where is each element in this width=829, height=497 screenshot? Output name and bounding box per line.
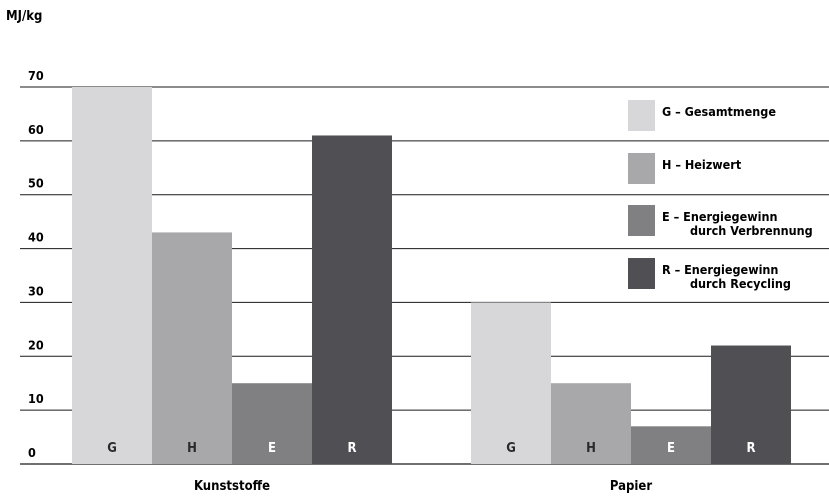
bar-h-papier (551, 383, 631, 464)
bar-letter-label: R (347, 441, 356, 456)
y-tick-label: 60 (28, 122, 44, 137)
y-tick-label: 50 (28, 176, 44, 191)
bar-letter-label: E (667, 441, 675, 456)
bar-g-papier (471, 302, 551, 464)
legend-swatch-h (628, 153, 655, 184)
bars: G GH HE ER R (72, 87, 791, 464)
legend-label: G – Gesamtmenge (662, 104, 776, 119)
group-label: Kunststoffe (194, 479, 270, 494)
bar-letter-label: R (746, 441, 755, 456)
bar-h-kunststoffe (152, 232, 232, 464)
y-tick-label: 20 (28, 337, 44, 352)
legend-swatch-g (628, 100, 655, 131)
y-axis-ticks: 0 10 20 30 40 50 60 70 (28, 68, 44, 460)
bar-g-kunststoffe (72, 87, 152, 464)
bar-letter-label: G (107, 441, 117, 456)
y-tick-label: 40 (28, 230, 44, 245)
bar-letter-label: H (187, 441, 197, 456)
legend-swatch-r (628, 258, 655, 289)
y-axis-unit-label: MJ/kg (6, 9, 42, 24)
legend-label: H – Heizwert (662, 157, 742, 172)
legend-label: R – Energiegewinn (662, 262, 778, 277)
legend-swatch-e (628, 205, 655, 236)
bar-r-kunststoffe (312, 135, 392, 464)
bar-letter-label: E (268, 441, 276, 456)
bar-letter-label: H (586, 441, 596, 456)
legend: G – Gesamtmenge H – Heizwert E – Energiege… (628, 100, 813, 291)
y-tick-label: 70 (28, 68, 44, 83)
y-tick-label: 30 (28, 283, 44, 298)
y-tick-label: 0 (28, 445, 36, 460)
y-tick-label: 10 (28, 391, 44, 406)
legend-label: E – Energiegewinn (662, 209, 777, 224)
bar-e-kunststoffe (232, 383, 312, 464)
group-label: Papier (610, 479, 652, 494)
legend-label: durch Verbrennung (690, 223, 813, 238)
legend-label: durch Recycling (690, 276, 791, 291)
bar-r-papier (711, 345, 791, 464)
group-labels: Kunststoffe Papier (194, 479, 652, 494)
bar-e-papier (631, 426, 711, 464)
bar-letter-label: G (506, 441, 516, 456)
